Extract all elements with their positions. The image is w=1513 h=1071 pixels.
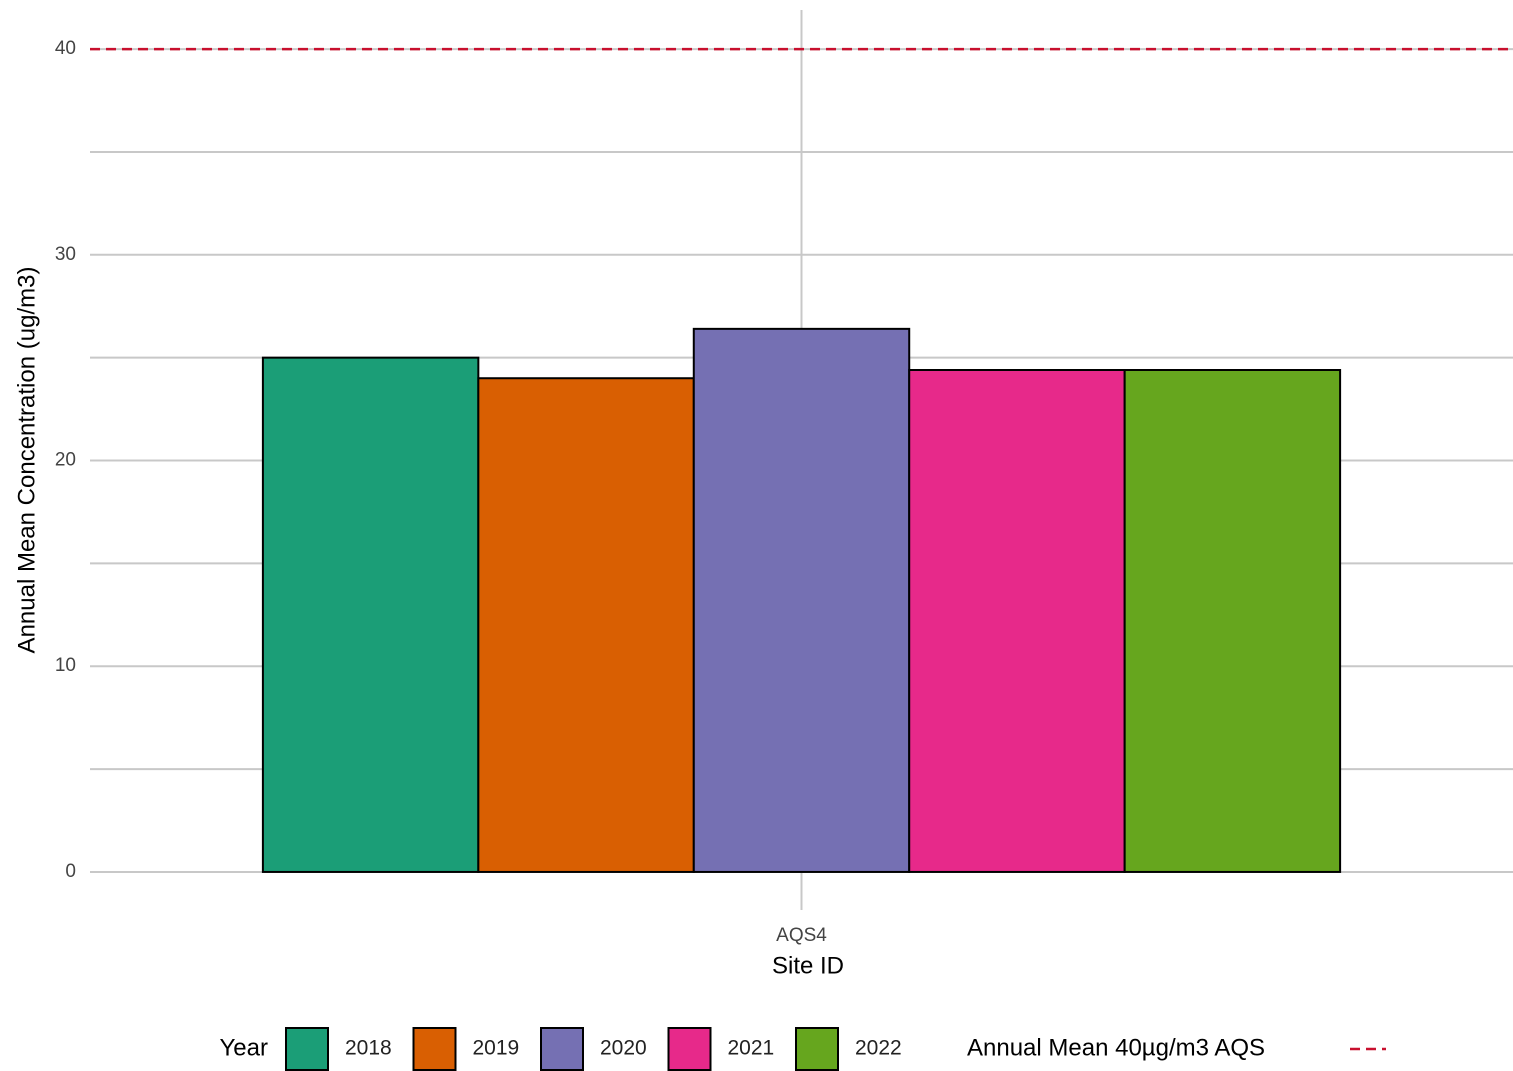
legend-swatch [540,1027,584,1071]
y-tick-label: 40 [55,38,76,59]
legend-label: 2020 [600,1037,647,1060]
legend-title: Year [220,1034,269,1061]
bar [908,369,1126,873]
bar [1123,369,1342,873]
legend-label: 2018 [345,1037,392,1060]
legend-swatch [412,1027,457,1071]
y-tick-label: 10 [55,655,76,676]
legend-swatch [795,1027,839,1071]
legend-label: 2022 [855,1037,902,1060]
legend-label: 2019 [473,1037,520,1060]
y-tick-label: 20 [55,450,76,471]
legend-swatch [667,1027,712,1071]
legend-label: 2021 [728,1037,775,1060]
y-tick-label: 30 [55,244,76,265]
x-axis-title: Site ID [772,952,844,979]
y-axis-title: Annual Mean Concentration (ug/m3) [13,267,40,654]
bar [477,377,695,873]
bar [261,356,480,873]
x-tick-label: AQS4 [776,925,827,946]
y-tick-label: 0 [65,861,76,882]
legend-label: Annual Mean 40µg/m3 AQS [967,1034,1265,1061]
legend-swatch [285,1027,329,1071]
bar [692,327,911,873]
